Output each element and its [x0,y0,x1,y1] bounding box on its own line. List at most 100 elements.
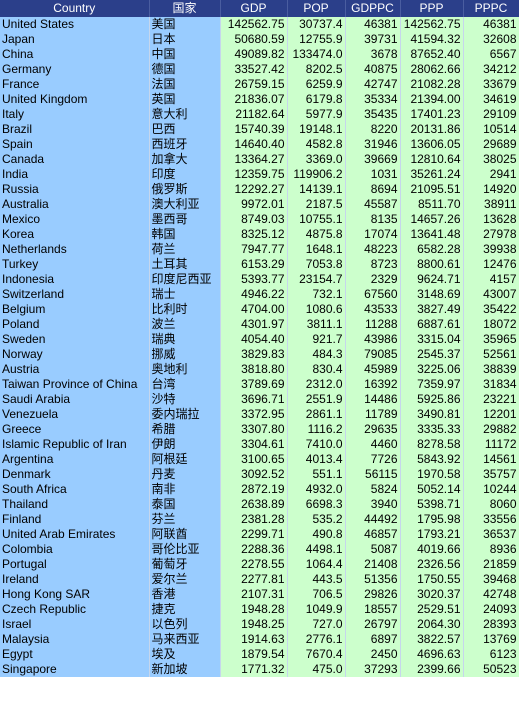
cell-pop[interactable]: 921.7 [287,332,346,347]
cell-country[interactable]: Germany [0,62,150,77]
cell-ppp[interactable]: 12810.64 [400,152,464,167]
cell-chinese-name[interactable]: 爱尔兰 [149,572,221,587]
cell-gdppc[interactable]: 8694 [345,182,401,197]
cell-ppp[interactable]: 14657.26 [400,212,464,227]
cell-chinese-name[interactable]: 阿根廷 [149,452,221,467]
cell-ppp[interactable]: 2326.56 [400,557,464,572]
cell-chinese-name[interactable]: 美国 [149,17,221,32]
cell-pppc[interactable]: 10514 [463,122,519,137]
cell-chinese-name[interactable]: 台湾 [149,377,221,392]
cell-pop[interactable]: 7053.8 [287,257,346,272]
cell-chinese-name[interactable]: 埃及 [149,647,221,662]
cell-gdp[interactable]: 142562.75 [220,17,288,32]
cell-pop[interactable]: 4875.8 [287,227,346,242]
cell-ppp[interactable]: 7359.97 [400,377,464,392]
cell-pppc[interactable]: 27978 [463,227,519,242]
cell-gdp[interactable]: 3092.52 [220,467,288,482]
cell-gdp[interactable]: 1771.32 [220,662,288,677]
cell-country[interactable]: Islamic Republic of Iran [0,437,150,452]
cell-pop[interactable]: 119906.2 [287,167,346,182]
cell-gdp[interactable]: 2107.31 [220,587,288,602]
cell-pppc[interactable]: 13769 [463,632,519,647]
cell-ppp[interactable]: 35261.24 [400,167,464,182]
cell-chinese-name[interactable]: 捷克 [149,602,221,617]
cell-ppp[interactable]: 20131.86 [400,122,464,137]
cell-pop[interactable]: 3811.1 [287,317,346,332]
cell-gdppc[interactable]: 39669 [345,152,401,167]
cell-pppc[interactable]: 21859 [463,557,519,572]
cell-pop[interactable]: 6698.3 [287,497,346,512]
cell-pop[interactable]: 8202.5 [287,62,346,77]
cell-country[interactable]: Turkey [0,257,150,272]
cell-pop[interactable]: 5977.9 [287,107,346,122]
cell-ppp[interactable]: 6887.61 [400,317,464,332]
cell-ppp[interactable]: 2529.51 [400,602,464,617]
cell-gdppc[interactable]: 44492 [345,512,401,527]
cell-country[interactable]: Belgium [0,302,150,317]
cell-ppp[interactable]: 13641.48 [400,227,464,242]
cell-ppp[interactable]: 3490.81 [400,407,464,422]
column-header-pop[interactable]: POP [287,0,346,17]
cell-pppc[interactable]: 11172 [463,437,519,452]
cell-chinese-name[interactable]: 希腊 [149,422,221,437]
cell-pop[interactable]: 1049.9 [287,602,346,617]
cell-gdp[interactable]: 3696.71 [220,392,288,407]
cell-pop[interactable]: 133474.0 [287,47,346,62]
cell-gdp[interactable]: 26759.15 [220,77,288,92]
cell-pop[interactable]: 727.0 [287,617,346,632]
cell-gdp[interactable]: 13364.27 [220,152,288,167]
cell-ppp[interactable]: 28062.66 [400,62,464,77]
cell-gdppc[interactable]: 43533 [345,302,401,317]
cell-chinese-name[interactable]: 瑞士 [149,287,221,302]
cell-gdp[interactable]: 12292.27 [220,182,288,197]
cell-pop[interactable]: 4582.8 [287,137,346,152]
cell-pppc[interactable]: 4157 [463,272,519,287]
cell-pppc[interactable]: 14561 [463,452,519,467]
cell-gdppc[interactable]: 46381 [345,17,401,32]
cell-ppp[interactable]: 41594.32 [400,32,464,47]
cell-pop[interactable]: 2776.1 [287,632,346,647]
cell-chinese-name[interactable]: 印度尼西亚 [149,272,221,287]
cell-country[interactable]: Malaysia [0,632,150,647]
cell-country[interactable]: Egypt [0,647,150,662]
cell-pop[interactable]: 535.2 [287,512,346,527]
cell-gdppc[interactable]: 3940 [345,497,401,512]
cell-gdp[interactable]: 4054.40 [220,332,288,347]
column-header-gdppc[interactable]: GDPPC [345,0,401,17]
cell-ppp[interactable]: 17401.23 [400,107,464,122]
cell-pop[interactable]: 3369.0 [287,152,346,167]
cell-pop[interactable]: 551.1 [287,467,346,482]
cell-country[interactable]: Sweden [0,332,150,347]
cell-chinese-name[interactable]: 泰国 [149,497,221,512]
cell-ppp[interactable]: 142562.75 [400,17,464,32]
cell-ppp[interactable]: 8278.58 [400,437,464,452]
cell-gdppc[interactable]: 29826 [345,587,401,602]
cell-chinese-name[interactable]: 法国 [149,77,221,92]
cell-pppc[interactable]: 34619 [463,92,519,107]
column-header-ppp[interactable]: PPP [400,0,464,17]
cell-ppp[interactable]: 8511.70 [400,197,464,212]
cell-pppc[interactable]: 38025 [463,152,519,167]
cell-gdppc[interactable]: 42747 [345,77,401,92]
cell-pppc[interactable]: 8936 [463,542,519,557]
cell-gdp[interactable]: 33527.42 [220,62,288,77]
cell-pppc[interactable]: 12476 [463,257,519,272]
cell-pop[interactable]: 2551.9 [287,392,346,407]
cell-pppc[interactable]: 50523 [463,662,519,677]
cell-gdp[interactable]: 3818.80 [220,362,288,377]
cell-country[interactable]: Russia [0,182,150,197]
cell-pop[interactable]: 1116.2 [287,422,346,437]
cell-chinese-name[interactable]: 澳大利亚 [149,197,221,212]
cell-chinese-name[interactable]: 葡萄牙 [149,557,221,572]
cell-ppp[interactable]: 21082.28 [400,77,464,92]
cell-country[interactable]: United Kingdom [0,92,150,107]
cell-gdp[interactable]: 3100.65 [220,452,288,467]
cell-gdppc[interactable]: 6897 [345,632,401,647]
cell-gdp[interactable]: 15740.39 [220,122,288,137]
cell-country[interactable]: Australia [0,197,150,212]
cell-gdppc[interactable]: 2329 [345,272,401,287]
cell-pop[interactable]: 12755.9 [287,32,346,47]
cell-country[interactable]: Brazil [0,122,150,137]
cell-gdp[interactable]: 4301.97 [220,317,288,332]
cell-country[interactable]: Hong Kong SAR [0,587,150,602]
